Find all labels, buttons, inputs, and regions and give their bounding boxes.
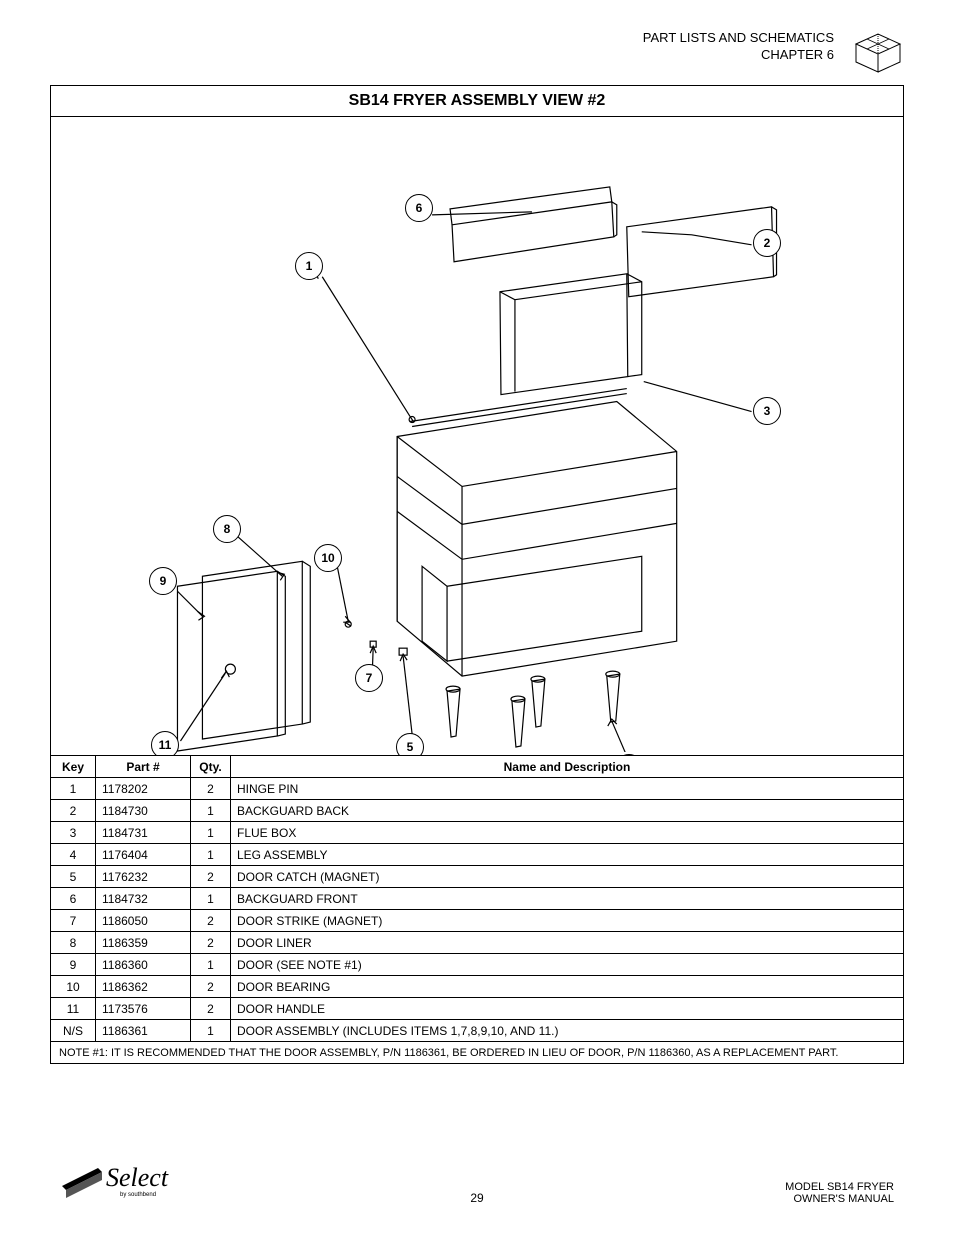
header-line2: Chapter 6 xyxy=(643,47,834,64)
table-row: 1111735762DOOR HANDLE xyxy=(51,998,904,1020)
table-row: 811863592DOOR LINER xyxy=(51,932,904,954)
assembly-svg xyxy=(51,117,903,752)
callout-7: 7 xyxy=(355,664,383,692)
col-part: Part # xyxy=(96,756,191,778)
table-row: 211847301BACKGUARD BACK xyxy=(51,800,904,822)
col-desc: Name and Description xyxy=(231,756,904,778)
table-row: 411764041LEG ASSEMBLY xyxy=(51,844,904,866)
callout-10: 10 xyxy=(314,544,342,572)
page-header: Part Lists and Schematics Chapter 6 xyxy=(50,30,904,85)
page-number: 29 xyxy=(470,1191,483,1205)
svg-text:by southbend: by southbend xyxy=(120,1192,156,1198)
table-body: 111782022HINGE PIN 211847301BACKGUARD BA… xyxy=(51,778,904,1064)
parts-table: Key Part # Qty. Name and Description 111… xyxy=(50,755,904,1064)
col-qty: Qty. xyxy=(191,756,231,778)
table-row: 1011863622DOOR BEARING xyxy=(51,976,904,998)
svg-text:Select: Select xyxy=(106,1163,169,1192)
callout-2: 2 xyxy=(753,229,781,257)
callout-5: 5 xyxy=(396,733,424,755)
table-row: 911863601DOOR (SEE NOTE #1) xyxy=(51,954,904,976)
callout-1: 1 xyxy=(295,252,323,280)
header-text: Part Lists and Schematics Chapter 6 xyxy=(643,30,834,64)
assembly-drawing-box: SB14 FRYER ASSEMBLY VIEW #2 xyxy=(50,85,904,755)
page-footer: Select by southbend 29 MODEL SB14 FRYER … xyxy=(50,1150,904,1205)
table-row: 711860502DOOR STRIKE (MAGNET) xyxy=(51,910,904,932)
box-isometric-icon xyxy=(852,30,904,80)
footer-model-text: MODEL SB14 FRYER OWNER'S MANUAL xyxy=(785,1181,894,1205)
table-footnote: NOTE #1: IT IS RECOMMENDED THAT THE DOOR… xyxy=(51,1042,904,1064)
table-row: 311847311FLUE BOX xyxy=(51,822,904,844)
callout-8: 8 xyxy=(213,515,241,543)
callout-4: 4 xyxy=(615,754,643,755)
table-row: 111782022HINGE PIN xyxy=(51,778,904,800)
table-header-row: Key Part # Qty. Name and Description xyxy=(51,756,904,778)
table-row: 611847321BACKGUARD FRONT xyxy=(51,888,904,910)
callout-6: 6 xyxy=(405,194,433,222)
drawing-title: SB14 FRYER ASSEMBLY VIEW #2 xyxy=(51,86,903,117)
header-line1: Part Lists and Schematics xyxy=(643,30,834,47)
callout-9: 9 xyxy=(149,567,177,595)
select-logo: Select by southbend xyxy=(60,1158,180,1205)
callout-11: 11 xyxy=(151,731,179,755)
callout-3: 3 xyxy=(753,397,781,425)
table-row: N/S11863611DOOR ASSEMBLY (INCLUDES ITEMS… xyxy=(51,1020,904,1042)
page: Part Lists and Schematics Chapter 6 SB14… xyxy=(0,0,954,1235)
drawing-canvas: 6 2 1 3 8 10 9 7 11 5 4 xyxy=(51,117,903,752)
table-row: 511762322DOOR CATCH (MAGNET) xyxy=(51,866,904,888)
col-key: Key xyxy=(51,756,96,778)
